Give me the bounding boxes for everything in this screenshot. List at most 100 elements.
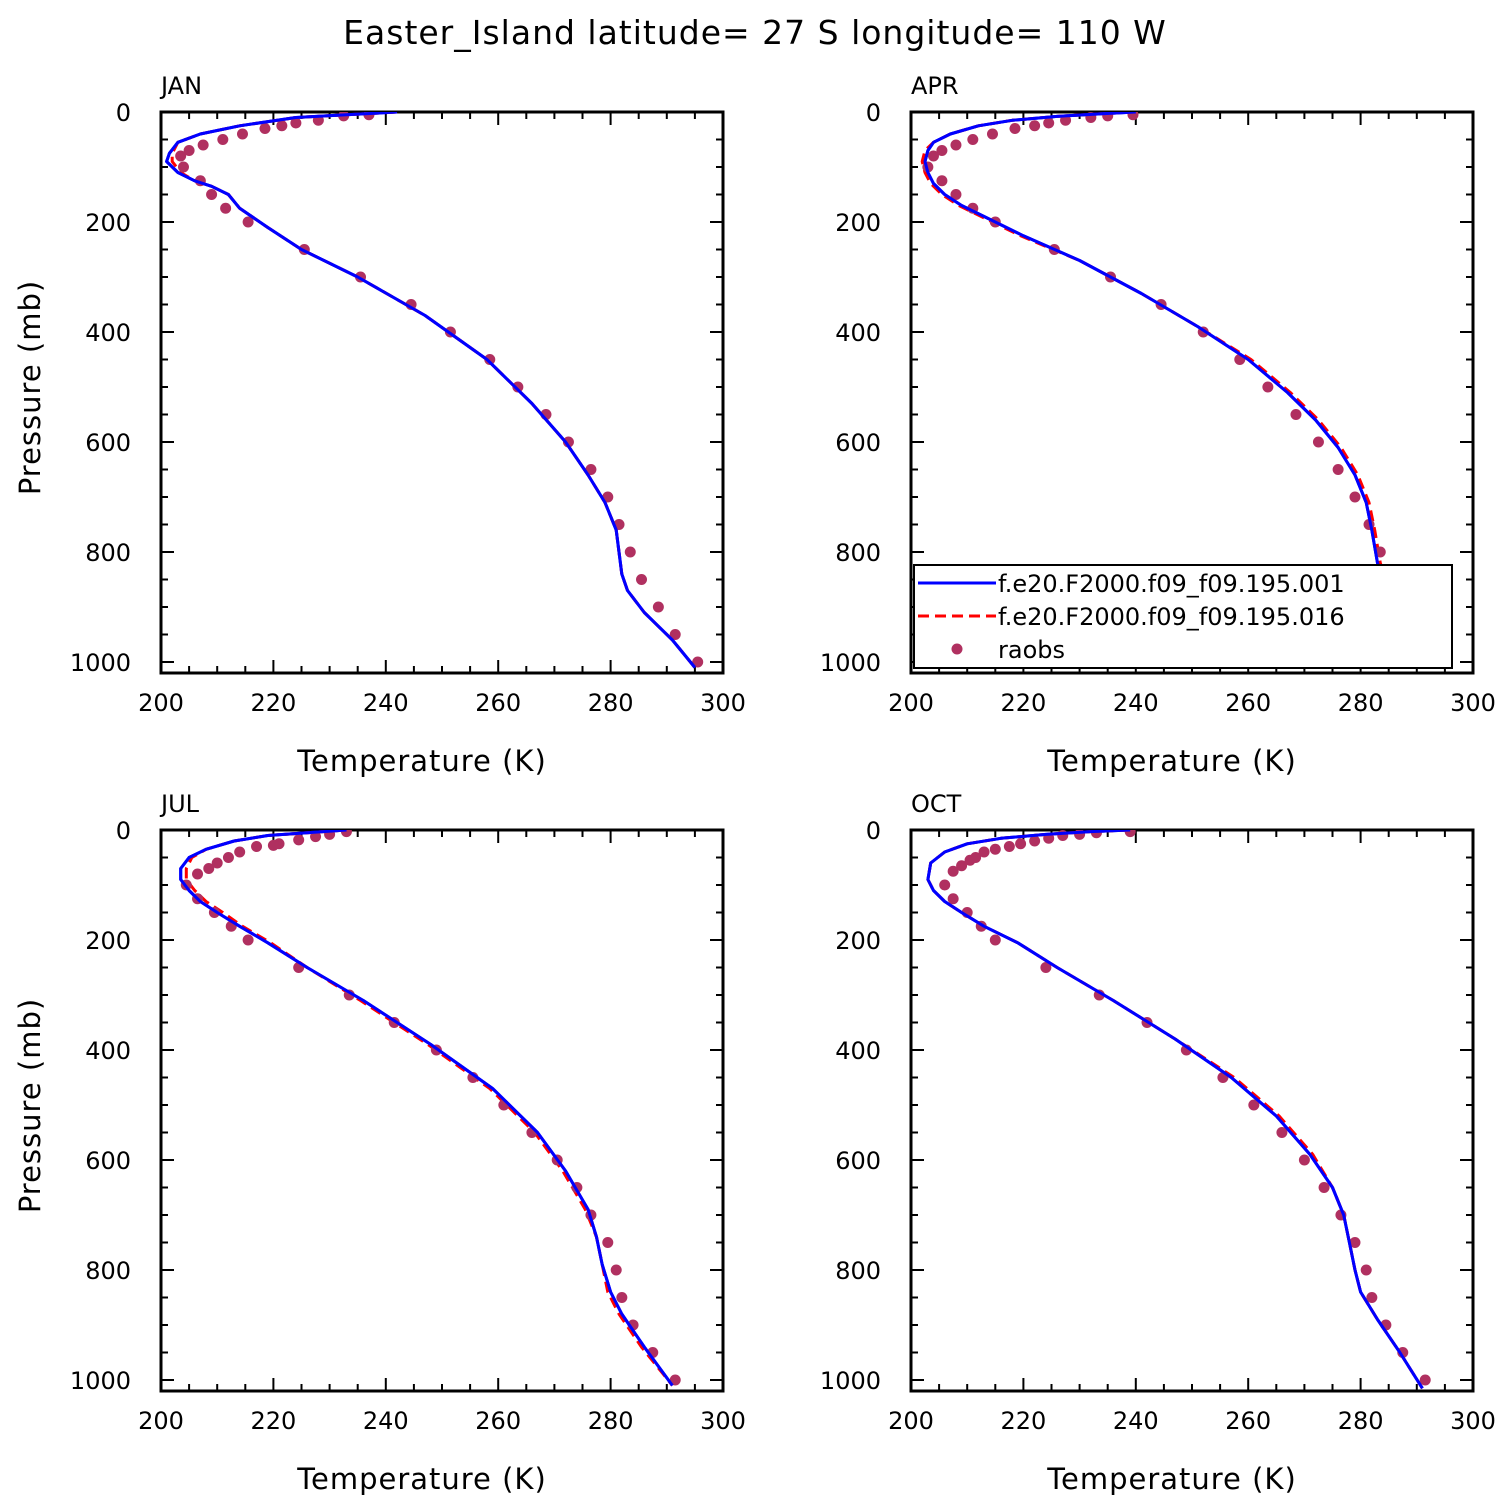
y-tick-label: 1000	[820, 649, 881, 677]
raobs-point	[1332, 464, 1344, 475]
raobs-point	[610, 1264, 622, 1276]
y-tick-label: 400	[835, 1037, 881, 1065]
raobs-point	[183, 145, 195, 156]
x-tick-label: 260	[475, 689, 521, 717]
raobs-point	[1074, 830, 1086, 840]
x-tick-label: 260	[1225, 1407, 1271, 1435]
raobs-point	[217, 134, 229, 145]
raobs-point	[1312, 436, 1324, 448]
raobs-point	[290, 117, 302, 129]
raobs-point	[1040, 962, 1052, 973]
series-group-jul	[179, 830, 681, 1387]
x-tick-label: 200	[138, 689, 184, 717]
raobs-point	[1349, 491, 1361, 503]
x-tick-label: 220	[1000, 1407, 1046, 1435]
y-tick-label: 400	[85, 1037, 131, 1065]
y-tick-label: 200	[835, 927, 881, 955]
y-tick-label: 1000	[70, 1367, 131, 1395]
panel-label-jan: JAN	[159, 72, 202, 100]
series-line-016	[184, 830, 674, 1387]
raobs-point	[636, 574, 648, 585]
series-line-016	[926, 830, 1424, 1390]
legend-box	[913, 564, 1453, 669]
raobs-point	[939, 879, 951, 891]
raobs-point	[220, 202, 232, 214]
raobs-point	[624, 546, 636, 558]
raobs-point	[950, 189, 962, 200]
raobs-point	[602, 1237, 614, 1248]
raobs-point	[251, 841, 263, 852]
raobs-point	[947, 865, 959, 877]
x-tick-label: 220	[250, 1407, 296, 1435]
y-tick-label: 0	[116, 99, 131, 127]
raobs-point	[978, 846, 990, 858]
raobs-point	[242, 216, 254, 228]
raobs-point	[211, 857, 223, 869]
x-tick-label: 240	[1113, 1407, 1159, 1435]
raobs-point	[986, 128, 998, 140]
y-tick-label: 0	[866, 817, 881, 845]
raobs-point	[616, 1292, 628, 1303]
raobs-point	[1349, 1237, 1361, 1248]
raobs-point	[197, 139, 209, 151]
raobs-point	[1318, 1182, 1330, 1193]
x-tick-label: 300	[700, 1407, 746, 1435]
y-tick-label: 0	[116, 817, 131, 845]
x-tick-label: 200	[888, 689, 934, 717]
x-tick-label: 220	[250, 689, 296, 717]
y-tick-label: 400	[835, 319, 881, 347]
raobs-point	[206, 189, 218, 200]
raobs-point	[1276, 1127, 1288, 1138]
raobs-point	[293, 834, 305, 846]
raobs-point	[175, 150, 187, 162]
raobs-point	[1124, 830, 1136, 838]
panel-oct: 200 220 240 260 280 300 0 200 400 600 800 1000 OCT Te…	[820, 790, 1496, 1496]
raobs-point	[512, 381, 524, 393]
x-axis-label: Temperature (K)	[1046, 744, 1297, 778]
raobs-point	[692, 656, 704, 668]
raobs-point	[234, 846, 246, 858]
raobs-point	[1360, 1264, 1372, 1276]
raobs-point	[1419, 1374, 1431, 1386]
panel-label-apr: APR	[911, 72, 959, 100]
x-tick-label: 200	[888, 1407, 934, 1435]
x-axis-label: Temperature (K)	[1046, 1462, 1297, 1496]
x-tick-label: 300	[700, 689, 746, 717]
panel-jul: 200 220 240 260 280 300 0 200 400 600 800 1000 JUL Te…	[13, 790, 746, 1496]
series-line-001	[179, 830, 674, 1387]
x-tick-label: 240	[363, 689, 409, 717]
x-tick-label: 240	[1113, 689, 1159, 717]
x-tick-label: 280	[1338, 689, 1384, 717]
plot-frame-jul	[159, 828, 725, 1393]
raobs-point	[950, 139, 962, 151]
panel-apr: 200 220 240 260 280 300 0 200 400 600 800 1000 APR Te…	[820, 72, 1496, 778]
raobs-point	[652, 601, 664, 613]
legend-marker-raobs	[951, 643, 963, 655]
series-group-oct	[926, 830, 1431, 1390]
x-tick-label: 260	[475, 1407, 521, 1435]
raobs-point	[936, 175, 948, 187]
raobs-point	[967, 134, 979, 145]
x-tick-label: 300	[1450, 689, 1496, 717]
series-group-jan	[165, 112, 704, 669]
x-tick-label: 240	[363, 1407, 409, 1435]
legend-label: raobs	[998, 636, 1065, 664]
raobs-point	[669, 629, 681, 640]
raobs-point	[585, 464, 597, 475]
series-line-016	[170, 112, 697, 669]
raobs-point	[936, 145, 948, 156]
y-tick-label: 800	[835, 1257, 881, 1285]
y-tick-label: 600	[85, 429, 131, 457]
series-line-001	[165, 112, 697, 669]
series-line-001-overlay	[926, 830, 1424, 1390]
raobs-point	[1127, 112, 1139, 121]
plot-frame-jan	[159, 110, 725, 675]
raobs-point	[1029, 120, 1041, 132]
raobs-point	[1290, 409, 1302, 420]
raobs-point	[956, 860, 968, 872]
y-tick-label: 400	[85, 319, 131, 347]
raobs-point	[927, 150, 939, 162]
y-tick-label: 200	[85, 209, 131, 237]
legend: f.e20.F2000.f09_f09.195.001 f.e20.F2000.f…	[913, 564, 1453, 669]
